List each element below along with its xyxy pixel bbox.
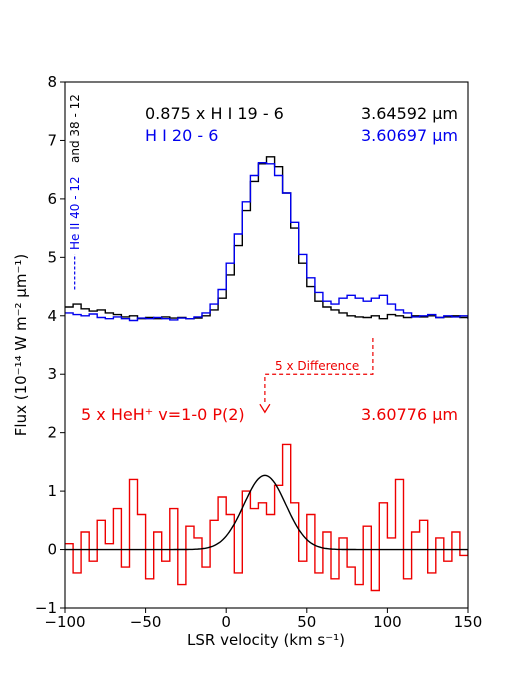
y-tick-label: 4: [47, 307, 57, 325]
annotation-difference-label: 5 x Difference: [275, 359, 359, 373]
annotation-hi19-label: 0.875 x H I 19 - 6: [145, 104, 284, 123]
y-axis-label: Flux (10⁻¹⁴ W m⁻² μm⁻¹): [12, 254, 30, 436]
annotation-heii-label: He II 40 - 12: [68, 176, 82, 250]
x-tick-label: 150: [454, 613, 483, 631]
annotation-heii-and: and 38 - 12: [68, 94, 82, 163]
plot-frame: [64, 81, 469, 609]
series-line-2: [65, 443, 468, 592]
y-tick-label: 0: [47, 541, 57, 559]
y-axis: −1 0 1 2 3 4 5 6 7 8: [35, 73, 65, 617]
y-tick-label: 7: [47, 131, 57, 149]
x-tick-label: 100: [373, 613, 402, 631]
annotation-heh-label: 5 x HeH⁺ v=1-0 P(2): [81, 405, 245, 424]
decor-layer: [74, 254, 374, 414]
x-axis-label: LSR velocity (km s⁻¹): [187, 631, 345, 649]
annotation-hi20-wavelength: 3.60697 μm: [361, 126, 458, 145]
series-line-1: [65, 162, 468, 322]
series-line-3: [65, 474, 468, 551]
series-layer: [65, 156, 468, 592]
y-tick-label: 3: [47, 365, 57, 383]
y-tick-label: 6: [47, 190, 57, 208]
annotation-hi20-label: H I 20 - 6: [145, 126, 218, 145]
x-axis: −100 −50 0 50 100 150: [44, 608, 482, 631]
y-tick-label: 8: [47, 73, 57, 91]
difference-arrow-head: [259, 403, 271, 414]
x-tick-label: 0: [221, 613, 231, 631]
y-tick-label: 1: [47, 482, 57, 500]
y-tick-label: −1: [35, 599, 57, 617]
y-tick-label: 5: [47, 248, 57, 266]
x-tick-label: −100: [44, 613, 85, 631]
series-line-0: [65, 156, 468, 320]
y-tick-label: 2: [47, 424, 57, 442]
annotation-heh-wavelength: 3.60776 μm: [361, 405, 458, 424]
x-tick-label: 50: [297, 613, 316, 631]
x-tick-label: −50: [130, 613, 162, 631]
annotation-hi19-wavelength: 3.64592 μm: [361, 104, 458, 123]
